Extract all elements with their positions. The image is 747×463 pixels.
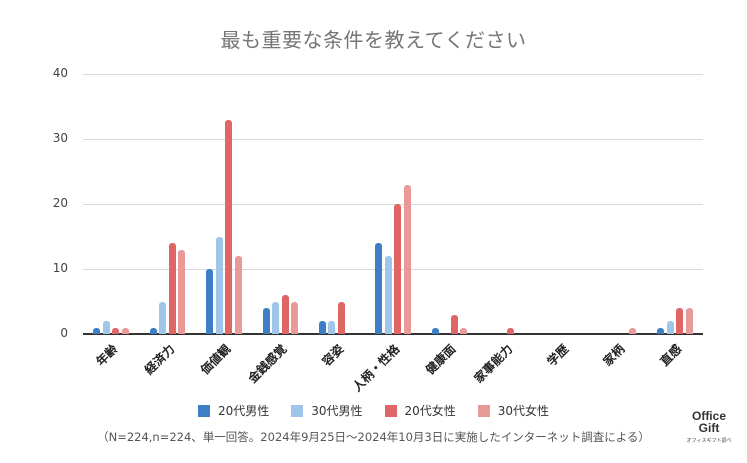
logo-line2: Gift [698,421,720,435]
bar [272,301,280,334]
bar [281,295,289,334]
footnote: （N=224,n=224、単一回答。2024年9月25日～2024年10月3日に… [97,430,650,444]
bar [384,256,392,334]
gridline [83,204,703,205]
gridline [83,269,703,270]
bar [337,301,345,334]
x-tick-label: 直感 [657,341,685,369]
x-tick-label: 年齢 [93,341,121,369]
bar [318,321,326,334]
x-tick-label: 金銭感覚 [245,341,290,386]
bar [215,236,223,334]
x-tick-label: 家柄 [600,341,628,369]
x-tick-label: 経済力 [141,341,177,378]
bar [225,119,233,334]
x-tick-label: 価値観 [197,341,234,378]
bar [149,327,157,334]
bar [506,327,514,334]
y-tick-label: 10 [52,261,68,275]
bar [403,184,411,334]
x-tick-label: 家事能力 [471,341,516,386]
x-tick-label: 人柄・性格 [349,341,403,395]
legend-swatch [291,404,304,417]
gridline [83,74,703,75]
legend-item: 30代女性 [477,402,550,419]
chart-title: 最も重要な条件を教えてください [220,28,527,52]
bar [666,321,674,334]
legend: 20代男性 30代男性 20代女性 30代女性 [0,402,747,419]
legend-swatch [384,404,397,417]
logo-subtitle: オフィスギフト調べ [686,438,732,444]
bar [685,308,693,334]
y-tick-label: 40 [52,66,68,80]
bar [375,243,383,334]
legend-label: 20代男性 [217,404,270,418]
legend-label: 20代女性 [404,404,456,418]
y-tick-label: 0 [60,326,68,340]
bar [121,327,129,334]
bar [178,249,186,334]
bar [460,327,468,334]
bar [431,327,439,334]
legend-label: 30代女性 [497,404,550,418]
legend-item: 20代男性 [197,402,270,419]
bar [93,327,101,334]
legend-swatch [477,404,490,417]
bar [102,321,110,334]
bar [450,314,458,334]
bar [328,321,336,334]
bar [629,327,637,334]
legend-label: 30代男性 [311,404,363,418]
bar [159,301,167,334]
x-tick-label: 健康面 [423,341,459,378]
bar [676,308,684,334]
bar [394,204,402,334]
y-tick-label: 20 [52,196,68,210]
legend-swatch [197,404,210,417]
x-axis-line [83,333,703,335]
bar [657,327,665,334]
logo-line1: Office [691,409,726,423]
x-tick-label: 容姿 [319,341,346,369]
bar [168,243,176,334]
legend-item: 20代女性 [384,402,456,419]
y-tick-label: 30 [52,131,68,145]
x-tick-label: 学歴 [544,341,572,369]
brand-logo: Office Gift オフィスギフト調べ [676,410,742,444]
legend-item: 30代男性 [291,402,363,419]
bar [206,269,214,334]
bar [262,308,270,334]
bar [291,301,299,334]
bar [234,256,242,334]
gridline [83,139,703,140]
bar [112,327,120,334]
